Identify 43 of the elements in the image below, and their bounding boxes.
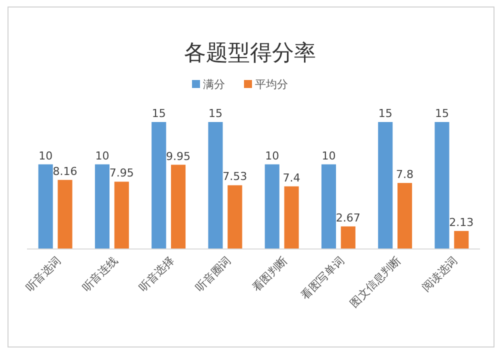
bar: [321, 164, 336, 249]
legend-label: 满分: [203, 78, 225, 91]
data-label: 15: [434, 107, 449, 120]
data-label: 8.16: [52, 164, 78, 178]
legend-label: 平均分: [255, 78, 288, 91]
data-label: 7.4: [282, 171, 300, 184]
data-label: 10: [322, 149, 336, 162]
data-label: 9.95: [166, 150, 191, 163]
bar: [340, 226, 356, 249]
bar: [58, 180, 72, 249]
bar: [170, 164, 186, 249]
data-label: 2.13: [449, 216, 474, 229]
data-label: 10: [38, 149, 53, 162]
data-label: 7.53: [222, 170, 248, 184]
bar: [378, 122, 393, 249]
data-label: 7.8: [396, 168, 414, 181]
bar: [208, 122, 223, 249]
data-label: 2.67: [336, 211, 360, 224]
data-label: 10: [95, 149, 110, 162]
x-tick-label: 听音圈词: [193, 254, 234, 294]
bar: [152, 122, 166, 249]
data-label: 7.95: [109, 166, 134, 180]
bar: [38, 164, 53, 249]
x-tick-label: 听音选择: [136, 254, 177, 294]
data-label: 15: [208, 107, 222, 120]
data-label: 15: [152, 107, 166, 120]
bar: [454, 230, 469, 249]
x-tick-label: 听音连线: [80, 254, 120, 294]
bar: [228, 185, 242, 249]
bar: [264, 164, 280, 249]
bar: [94, 164, 110, 249]
chart-title: 各题型得分率: [184, 41, 316, 66]
bar: [114, 182, 129, 249]
bar: [284, 186, 299, 249]
x-tick-label: 图文信息判断: [347, 254, 404, 310]
data-label: 10: [265, 149, 280, 162]
x-tick-label: 看图写单词: [298, 254, 347, 302]
bar: [434, 122, 450, 249]
bar: [397, 182, 412, 249]
data-label: 15: [378, 107, 392, 120]
x-tick-label: 听音选词: [23, 254, 64, 294]
x-tick-label: 阅读选词: [420, 254, 460, 294]
x-tick-label: 看图判断: [250, 254, 290, 294]
